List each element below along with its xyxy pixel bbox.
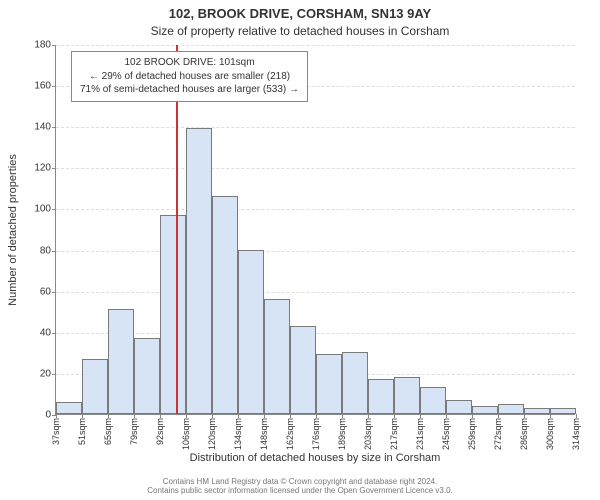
x-tick-label: 51sqm xyxy=(77,418,87,445)
x-tick-label: 65sqm xyxy=(103,418,113,445)
x-tick-label: 134sqm xyxy=(233,418,243,450)
gridline xyxy=(56,251,575,252)
histogram-bar xyxy=(186,128,212,414)
y-axis-label-text: Number of detached properties xyxy=(7,154,19,306)
histogram-bar xyxy=(316,354,342,414)
x-tick-label: 189sqm xyxy=(337,418,347,450)
x-axis-label: Distribution of detached houses by size … xyxy=(55,452,575,464)
plot-area: 102 BROOK DRIVE: 101sqm ← 29% of detache… xyxy=(55,45,575,415)
annotation-box: 102 BROOK DRIVE: 101sqm ← 29% of detache… xyxy=(71,51,308,102)
x-tick-label: 300sqm xyxy=(545,418,555,450)
chart-page: 102, BROOK DRIVE, CORSHAM, SN13 9AY Size… xyxy=(0,0,600,500)
histogram-bar xyxy=(290,326,316,414)
credits-line-2: Contains public sector information licen… xyxy=(0,486,600,496)
histogram-bar xyxy=(472,406,498,414)
gridline xyxy=(56,127,575,128)
x-tick-label: 203sqm xyxy=(363,418,373,450)
x-tick-label: 79sqm xyxy=(129,418,139,445)
credits: Contains HM Land Registry data © Crown c… xyxy=(0,477,600,496)
y-axis-label: Number of detached properties xyxy=(6,45,20,415)
histogram-bar xyxy=(498,404,524,414)
gridline xyxy=(56,45,575,46)
x-tick-label: 272sqm xyxy=(493,418,503,450)
x-tick-label: 314sqm xyxy=(571,418,581,450)
x-tick-label: 106sqm xyxy=(181,418,191,450)
y-tick-mark xyxy=(52,168,56,169)
histogram-bar xyxy=(238,250,264,414)
histogram-bar xyxy=(550,408,576,414)
gridline xyxy=(56,209,575,210)
histogram-bar xyxy=(420,387,446,414)
annotation-line-3: 71% of semi-detached houses are larger (… xyxy=(80,83,299,97)
y-tick-label: 160 xyxy=(34,81,51,92)
x-tick-label: 231sqm xyxy=(415,418,425,450)
histogram-bar xyxy=(394,377,420,414)
y-tick-label: 40 xyxy=(40,327,51,338)
x-tick-label: 259sqm xyxy=(467,418,477,450)
x-tick-label: 148sqm xyxy=(259,418,269,450)
y-tick-label: 100 xyxy=(34,204,51,215)
histogram-bar xyxy=(134,338,160,414)
histogram-bar xyxy=(82,359,108,415)
y-tick-mark xyxy=(52,333,56,334)
x-tick-label: 176sqm xyxy=(311,418,321,450)
histogram-bar xyxy=(524,408,550,414)
gridline xyxy=(56,168,575,169)
y-tick-label: 140 xyxy=(34,122,51,133)
x-tick-label: 286sqm xyxy=(519,418,529,450)
y-tick-label: 120 xyxy=(34,163,51,174)
x-tick-label: 162sqm xyxy=(285,418,295,450)
chart-subtitle: Size of property relative to detached ho… xyxy=(0,24,600,38)
y-tick-label: 60 xyxy=(40,286,51,297)
y-tick-label: 180 xyxy=(34,40,51,51)
credits-line-1: Contains HM Land Registry data © Crown c… xyxy=(0,477,600,487)
annotation-line-2: ← 29% of detached houses are smaller (21… xyxy=(80,70,299,84)
y-tick-label: 20 xyxy=(40,368,51,379)
histogram-bar xyxy=(368,379,394,414)
chart-title: 102, BROOK DRIVE, CORSHAM, SN13 9AY xyxy=(0,6,600,21)
y-tick-mark xyxy=(52,209,56,210)
histogram-bar xyxy=(108,309,134,414)
x-tick-label: 92sqm xyxy=(155,418,165,445)
y-tick-label: 80 xyxy=(40,245,51,256)
x-tick-label: 217sqm xyxy=(389,418,399,450)
annotation-line-1: 102 BROOK DRIVE: 101sqm xyxy=(80,56,299,70)
histogram-bar xyxy=(342,352,368,414)
gridline xyxy=(56,292,575,293)
y-tick-mark xyxy=(52,374,56,375)
x-tick-label: 245sqm xyxy=(441,418,451,450)
x-tick-label: 37sqm xyxy=(51,418,61,445)
y-tick-mark xyxy=(52,251,56,252)
histogram-bar xyxy=(446,400,472,414)
histogram-bar xyxy=(264,299,290,414)
histogram-bar xyxy=(160,215,186,414)
histogram-bar xyxy=(56,402,82,414)
y-tick-mark xyxy=(52,86,56,87)
x-tick-label: 120sqm xyxy=(207,418,217,450)
histogram-bar xyxy=(212,196,238,414)
y-tick-mark xyxy=(52,127,56,128)
y-tick-mark xyxy=(52,45,56,46)
y-tick-mark xyxy=(52,292,56,293)
